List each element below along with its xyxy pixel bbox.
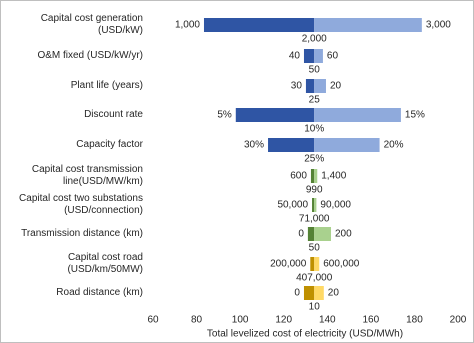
bar-high [314,227,331,241]
x-tick-label: 200 [450,315,467,326]
low-label: 5% [217,110,232,121]
base-label: 990 [306,185,323,196]
low-label: 1,000 [175,20,200,31]
category-label: Plant life (years) [70,80,143,91]
base-label: 10 [309,302,321,313]
category-label: O&M fixed (USD/kW/yr) [37,50,143,61]
category-label: Capital cost two substations (USD/connec… [19,193,143,216]
high-label: 20 [330,81,342,92]
high-label: 20% [384,140,404,151]
category-label: Discount rate [84,109,143,120]
low-label: 30 [291,81,303,92]
bar-low [203,18,315,32]
category-label: Transmission distance (km) [21,228,143,239]
x-tick-label: 120 [275,315,292,326]
x-axis-title: Total levelized cost of electricity (USD… [207,329,403,340]
high-label: 20 [328,288,340,299]
high-label: 600,000 [323,259,360,270]
base-label: 10% [304,124,324,135]
high-label: 200 [335,229,352,240]
high-label: 15% [405,110,425,121]
bar-low [303,49,315,63]
category-label: Capacity factor [76,139,143,150]
bar-high [314,257,320,271]
low-label: 0 [294,288,300,299]
low-label: 0 [298,229,304,240]
base-label: 71,000 [299,214,330,225]
base-label: 25 [309,95,321,106]
bar-low [312,198,315,212]
high-label: 60 [327,51,339,62]
bar-low [305,79,315,93]
bar-high [314,286,324,300]
category-label: Capital cost transmission line(USD/MW/km… [31,164,143,187]
bar-high [314,198,317,212]
bar-high [314,49,323,63]
x-tick-label: 140 [319,315,336,326]
base-label: 25% [304,154,324,165]
base-label: 50 [309,65,321,76]
bar-low [303,286,315,300]
x-tick-label: 80 [191,315,203,326]
category-label: Capital cost generation (USD/kW) [40,13,143,36]
x-tick-label: 180 [406,315,423,326]
low-label: 50,000 [277,200,308,211]
bar-low [310,169,315,183]
bar-low [235,108,315,122]
high-label: 90,000 [320,200,351,211]
high-label: 3,000 [426,20,451,31]
low-label: 40 [289,51,301,62]
base-label: 407,000 [296,273,333,284]
bar-high [314,138,380,152]
bar-high [314,169,318,183]
category-label: Capital cost road (USD/km/50MW) [67,252,143,275]
high-label: 1,400 [321,171,346,182]
base-label: 2,000 [302,34,327,45]
low-label: 30% [244,140,264,151]
bar-high [314,79,326,93]
bar-high [314,108,401,122]
bar-low [310,257,315,271]
base-label: 50 [309,243,321,254]
bar-low [307,227,315,241]
x-tick-label: 160 [363,315,380,326]
low-label: 600 [290,171,307,182]
bar-low [268,138,315,152]
bar-high [314,18,422,32]
x-tick-label: 100 [232,315,249,326]
x-tick-label: 60 [147,315,159,326]
low-label: 200,000 [270,259,307,270]
category-label: Road distance (km) [56,287,143,298]
